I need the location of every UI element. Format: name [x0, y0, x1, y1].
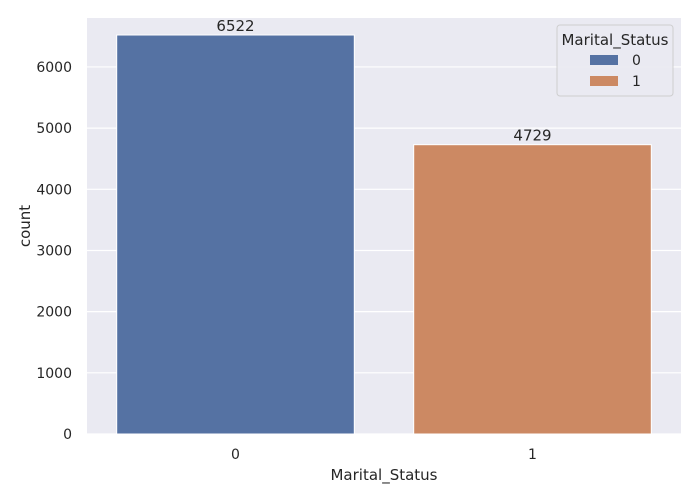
- y-tick-label-3: 3000: [36, 243, 72, 259]
- y-tick-label-1: 1000: [36, 366, 72, 382]
- y-tick-label-6: 6000: [36, 60, 72, 76]
- bar-0: [116, 34, 355, 435]
- data-label-1: 4729: [513, 127, 551, 145]
- y-axis-ticks: 0 1000 2000 3000 4000 5000 6000: [36, 60, 72, 443]
- bars: [116, 34, 652, 435]
- legend-title: Marital_Status: [561, 31, 668, 50]
- bar-1: [413, 144, 652, 435]
- y-tick-label-4: 4000: [36, 182, 72, 198]
- legend: Marital_Status 0 1: [556, 24, 674, 97]
- legend-entry-0: 0: [632, 53, 641, 69]
- y-axis-label: count: [16, 205, 34, 247]
- legend-swatch-0: [590, 55, 618, 65]
- x-tick-label-0: 0: [231, 447, 240, 463]
- data-labels: 6522 4729: [216, 17, 551, 145]
- data-label-0: 6522: [216, 17, 254, 35]
- x-tick-label-1: 1: [528, 447, 537, 463]
- legend-entry-1: 1: [632, 74, 641, 90]
- legend-swatch-1: [590, 76, 618, 86]
- y-tick-label-5: 5000: [36, 121, 72, 137]
- y-tick-label-2: 2000: [36, 305, 72, 321]
- x-axis-label: Marital_Status: [330, 466, 437, 485]
- y-tick-label-0: 0: [63, 427, 72, 443]
